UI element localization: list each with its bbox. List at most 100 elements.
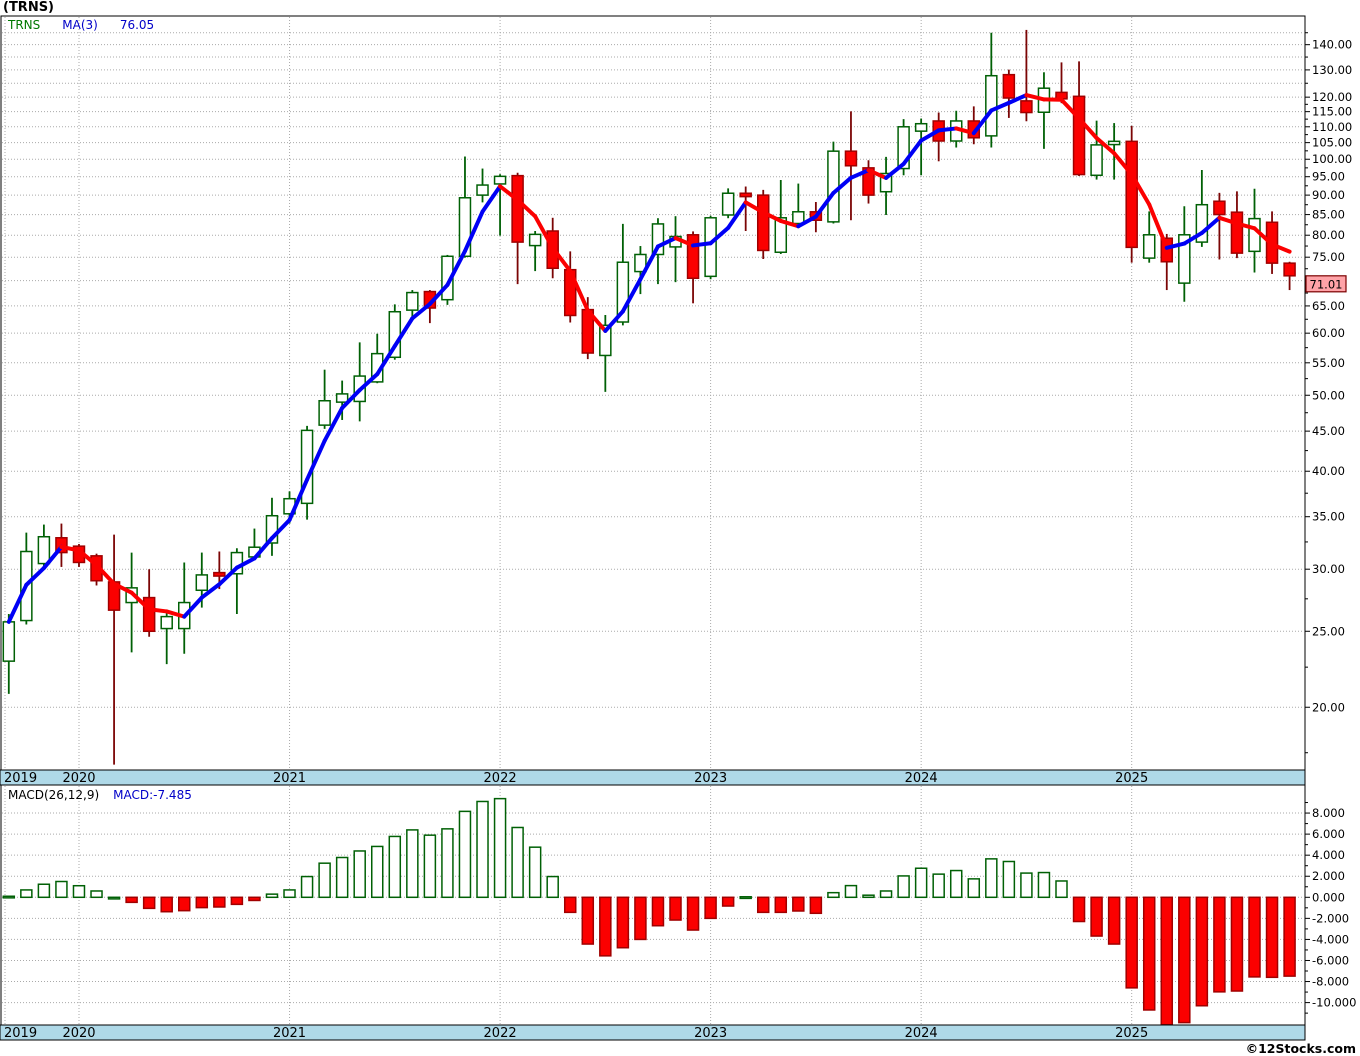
ma3-line-segment <box>269 517 292 541</box>
candle-2024-11 <box>1090 120 1103 180</box>
macd-bar-2023-11 <box>879 890 893 899</box>
price-axis-label: 115.00 <box>1312 105 1352 119</box>
ma3-line-segment <box>1112 151 1134 177</box>
candle-body <box>335 393 349 403</box>
macd-bar-2024-12 <box>1107 896 1121 945</box>
ma3-line-segment <box>1199 215 1222 235</box>
candle-body <box>897 126 910 170</box>
macd-bar-2021-05 <box>353 850 366 899</box>
ma3-line-segment <box>462 209 485 254</box>
macd-bar-2023-10 <box>862 894 875 899</box>
candle-2023-02 <box>721 188 735 219</box>
candle-body <box>1142 234 1156 259</box>
ma3-line-segment <box>796 214 818 229</box>
candle-2022-07 <box>599 314 612 392</box>
macd-bar-2021-08 <box>406 829 419 899</box>
macd-bar-2024-04 <box>967 878 981 899</box>
macd-bar-2023-12 <box>897 875 910 899</box>
macd-bar-2020-11 <box>248 896 261 902</box>
macd-bar-2025-02 <box>1142 896 1156 1011</box>
symbol-label: TRNS <box>8 18 41 32</box>
macd-bar-2021-03 <box>318 862 331 899</box>
macd-bar-2024-10 <box>1072 896 1086 923</box>
candle-2019-11 <box>37 524 51 566</box>
ma3-line-segment <box>866 168 889 180</box>
macd-bar-2023-02 <box>721 896 735 907</box>
ma3-line-segment <box>691 241 713 248</box>
price-axis-label: 140.00 <box>1312 38 1352 52</box>
ma3-line-segment <box>445 249 467 287</box>
macd-axis-label: 8.000 <box>1312 806 1345 820</box>
macd-panel-content <box>2 786 1304 1026</box>
candle-body <box>792 211 805 225</box>
macd-bar-2021-01 <box>283 889 296 899</box>
macd-axis-label: 6.000 <box>1312 827 1345 841</box>
macd-bar-2024-07 <box>1020 872 1033 899</box>
macd-legend: MACD(26,12,9) MACD:-7.485 <box>8 788 192 802</box>
year-label-2023-b: 2023 <box>694 1026 727 1041</box>
price-axis-label: 35.00 <box>1312 510 1345 524</box>
year-label-2021-b: 2021 <box>273 1026 306 1041</box>
macd-bar-2022-10 <box>651 896 665 927</box>
candle-body <box>213 571 226 577</box>
candle-2022-03 <box>528 230 542 272</box>
year-label-2022-b: 2022 <box>484 1026 517 1041</box>
ma3-line-segment <box>1077 116 1099 141</box>
candle-body <box>879 172 893 193</box>
candle-body <box>721 192 735 216</box>
candle-body <box>528 233 542 247</box>
macd-bar-2022-03 <box>528 846 542 899</box>
ma3-line-segment <box>1270 242 1292 254</box>
macd-bar-2024-09 <box>1055 880 1068 899</box>
ma3-line-segment <box>340 388 362 410</box>
candle-2020-05 <box>142 569 156 637</box>
ma3-line-segment <box>1129 172 1152 207</box>
year-label-2020-b: 2020 <box>62 1026 95 1041</box>
macd-bar-2023-09 <box>844 884 858 899</box>
ma3-line-segment <box>498 184 520 202</box>
ma3-line-segment <box>1006 93 1029 105</box>
ma3-line-segment <box>1059 97 1082 121</box>
candle-2024-07 <box>1020 29 1033 122</box>
macd-bar-2025-09 <box>1265 896 1279 979</box>
candle-2025-01 <box>1125 125 1138 263</box>
macd-bar-2019-10 <box>20 889 33 899</box>
candle-2023-10 <box>862 160 875 204</box>
macd-bar-2021-02 <box>300 875 314 899</box>
macd-bar-2020-02 <box>90 890 103 899</box>
macd-bar-2025-05 <box>1195 896 1209 1007</box>
candle-2023-09 <box>844 111 858 221</box>
ma3-line-segment <box>585 308 608 333</box>
ma3-line-segment <box>480 184 503 214</box>
ma3-line-segment <box>287 477 310 522</box>
candle-body <box>1002 73 1016 99</box>
price-axis-label: 20.00 <box>1312 700 1345 714</box>
watermark-credit: ©12Stocks.com <box>1245 1041 1356 1056</box>
macd-bar-2025-07 <box>1230 896 1244 992</box>
macd-bar-2024-03 <box>949 869 963 899</box>
macd-bar-2022-04 <box>546 875 559 899</box>
ma3-line-segment <box>1147 202 1169 250</box>
candle-2022-10 <box>651 218 665 285</box>
candle-body <box>1230 211 1244 254</box>
macd-bar-2022-06 <box>581 896 595 945</box>
ma3-line-segment <box>568 269 590 313</box>
macd-bar-2019-12 <box>55 880 68 899</box>
candle-body <box>1020 100 1033 114</box>
price-axis-label: 100.00 <box>1312 152 1352 166</box>
candle-2024-06 <box>1002 69 1016 118</box>
macd-axis-label: 0.000 <box>1312 890 1345 904</box>
price-axis-label: 30.00 <box>1312 562 1345 576</box>
macd-bar-2023-07 <box>809 896 823 915</box>
candle-2023-05 <box>774 179 788 255</box>
macd-bar-2020-10 <box>230 896 244 906</box>
macd-bar-2022-07 <box>599 896 612 957</box>
candle-body <box>406 291 419 311</box>
year-label-2023-a: 2023 <box>694 771 727 786</box>
macd-bar-2020-07 <box>178 896 191 912</box>
ma3-line-segment <box>322 405 345 443</box>
ma3-line-segment <box>550 245 573 274</box>
ma3-line-segment <box>182 595 204 619</box>
candle-body <box>967 120 981 139</box>
